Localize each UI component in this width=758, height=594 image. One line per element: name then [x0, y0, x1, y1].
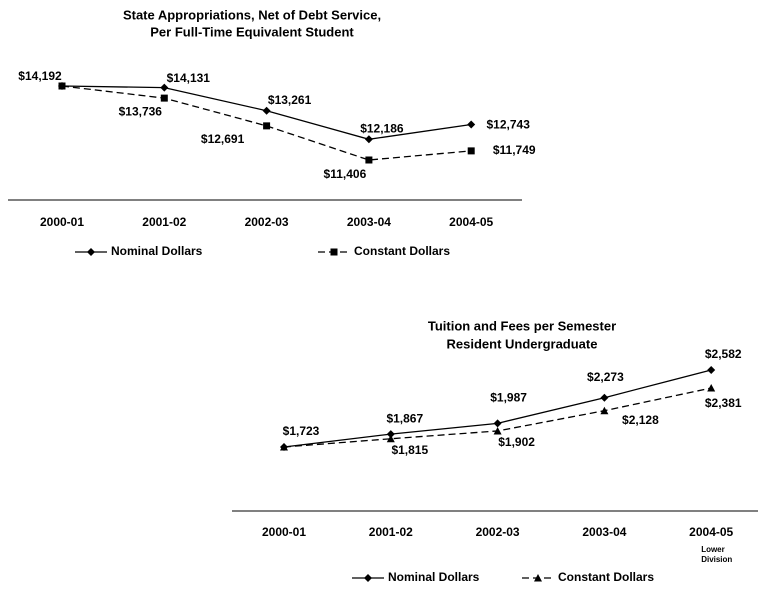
marker-diamond: [493, 419, 502, 428]
x-tick-label: 2001-02: [142, 215, 186, 229]
data-label: $14,131: [167, 71, 211, 85]
category-note: Lower: [701, 545, 725, 554]
legend-marker: [364, 574, 372, 582]
data-label: $1,902: [498, 435, 535, 449]
data-label: $12,743: [487, 118, 531, 132]
x-tick-label: 2001-02: [369, 525, 413, 539]
data-label: $12,186: [360, 121, 404, 135]
marker-triangle: [493, 426, 502, 435]
marker-diamond: [707, 366, 716, 374]
x-tick-label: 2002-03: [245, 215, 289, 229]
legend-marker: [87, 248, 95, 256]
x-tick-label: 2004-05: [689, 525, 733, 539]
x-tick-label: 2002-03: [476, 525, 520, 539]
marker-triangle: [600, 406, 609, 415]
x-tick-label: 2003-04: [582, 525, 626, 539]
legend-marker: [534, 574, 542, 582]
x-tick-label: 2000-01: [262, 525, 306, 539]
legend-label: Constant Dollars: [354, 244, 450, 258]
legend-marker: [330, 248, 338, 256]
marker-diamond: [386, 430, 395, 439]
x-tick-label: 2003-04: [347, 215, 391, 229]
chart-title: Per Full-Time Equivalent Student: [150, 24, 354, 39]
marker-square: [365, 156, 373, 164]
data-label: $2,128: [622, 413, 659, 427]
data-label: $11,406: [324, 167, 367, 181]
marker-diamond: [467, 120, 476, 129]
chart-title: State Appropriations, Net of Debt Servic…: [123, 7, 381, 22]
marker-triangle: [280, 443, 288, 451]
marker-square: [58, 82, 66, 90]
data-label: $13,736: [119, 104, 163, 118]
data-label: $2,582: [705, 347, 742, 361]
data-label: $1,987: [490, 391, 527, 405]
marker-diamond: [160, 83, 169, 92]
marker-square: [467, 147, 475, 155]
data-label: $2,381: [705, 396, 742, 410]
category-note: Division: [701, 555, 732, 564]
marker-triangle: [707, 384, 716, 392]
data-label: $13,261: [268, 93, 312, 107]
data-label: $1,815: [391, 443, 428, 457]
x-tick-label: 2004-05: [449, 215, 493, 229]
data-label: $1,723: [283, 424, 320, 438]
legend-label: Constant Dollars: [558, 570, 654, 584]
marker-square: [160, 94, 168, 102]
data-label: $2,273: [587, 370, 624, 384]
marker-triangle: [386, 434, 395, 443]
chart-title: Tuition and Fees per Semester: [428, 318, 616, 333]
chart-title: Resident Undergraduate: [447, 336, 598, 351]
data-label: $11,749: [493, 143, 536, 157]
data-label: $12,691: [201, 132, 245, 146]
data-label: $1,867: [386, 411, 423, 425]
marker-square: [263, 122, 271, 130]
marker-diamond: [364, 135, 373, 144]
x-tick-label: 2000-01: [40, 215, 84, 229]
marker-diamond: [600, 393, 609, 402]
legend-label: Nominal Dollars: [111, 244, 203, 258]
legend-label: Nominal Dollars: [388, 570, 480, 584]
data-label: $14,192: [18, 69, 62, 83]
marker-diamond: [262, 106, 271, 115]
